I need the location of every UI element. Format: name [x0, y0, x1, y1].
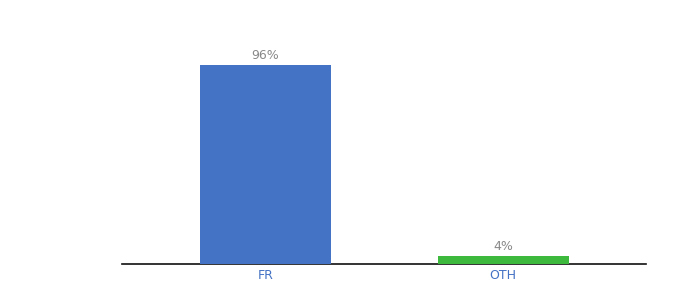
Bar — [438, 256, 568, 264]
Text: 96%: 96% — [252, 49, 279, 62]
Text: 4%: 4% — [493, 240, 513, 253]
Bar — [200, 65, 330, 264]
